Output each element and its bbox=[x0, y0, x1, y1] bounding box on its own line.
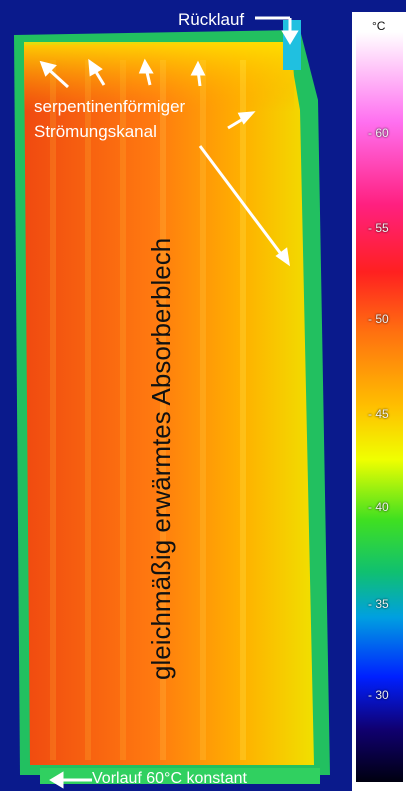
scale-tick-label: - 55 bbox=[368, 221, 389, 235]
label-stroemungskanal-line1: serpentinenförmiger bbox=[34, 97, 186, 116]
flow-channel-stripes bbox=[50, 60, 246, 760]
scale-tick-label: - 50 bbox=[368, 312, 389, 326]
label-ruecklauf: Rücklauf bbox=[178, 10, 245, 29]
scale-tick-label: - 35 bbox=[368, 597, 389, 611]
color-bar bbox=[356, 32, 403, 782]
arrow-1-head bbox=[39, 60, 57, 77]
scale-tick-label: - 30 bbox=[368, 688, 389, 702]
label-stroemungskanal: serpentinenförmiger Strömungskanal bbox=[34, 94, 185, 144]
arrow-4-head bbox=[190, 60, 206, 76]
supply-pipe bbox=[40, 768, 320, 784]
return-pipe bbox=[283, 20, 301, 70]
arrow-5-head bbox=[237, 111, 256, 125]
scale-tick-label: - 45 bbox=[368, 407, 389, 421]
label-stroemungskanal-line2: Strömungskanal bbox=[34, 122, 157, 141]
arrow-6 bbox=[198, 145, 286, 259]
panel-top-warm bbox=[24, 42, 294, 112]
label-vorlauf: Vorlauf 60°C konstant bbox=[92, 770, 247, 787]
arrow-3-head bbox=[138, 58, 154, 74]
scale-unit: °C bbox=[372, 19, 386, 33]
arrow-6-head bbox=[275, 247, 291, 267]
scale-tick-label: - 40 bbox=[368, 500, 389, 514]
supply-arrow-head bbox=[49, 771, 64, 789]
arrow-2-head bbox=[88, 58, 103, 77]
absorber-panel bbox=[24, 42, 314, 765]
scale-tick-label: - 60 bbox=[368, 126, 389, 140]
thermal-image bbox=[14, 16, 330, 789]
return-arrow-head bbox=[281, 30, 299, 45]
overlay-arrows bbox=[39, 16, 299, 789]
label-absorberblech: gleichmäßig erwärmtes Absorberblech bbox=[146, 237, 176, 680]
